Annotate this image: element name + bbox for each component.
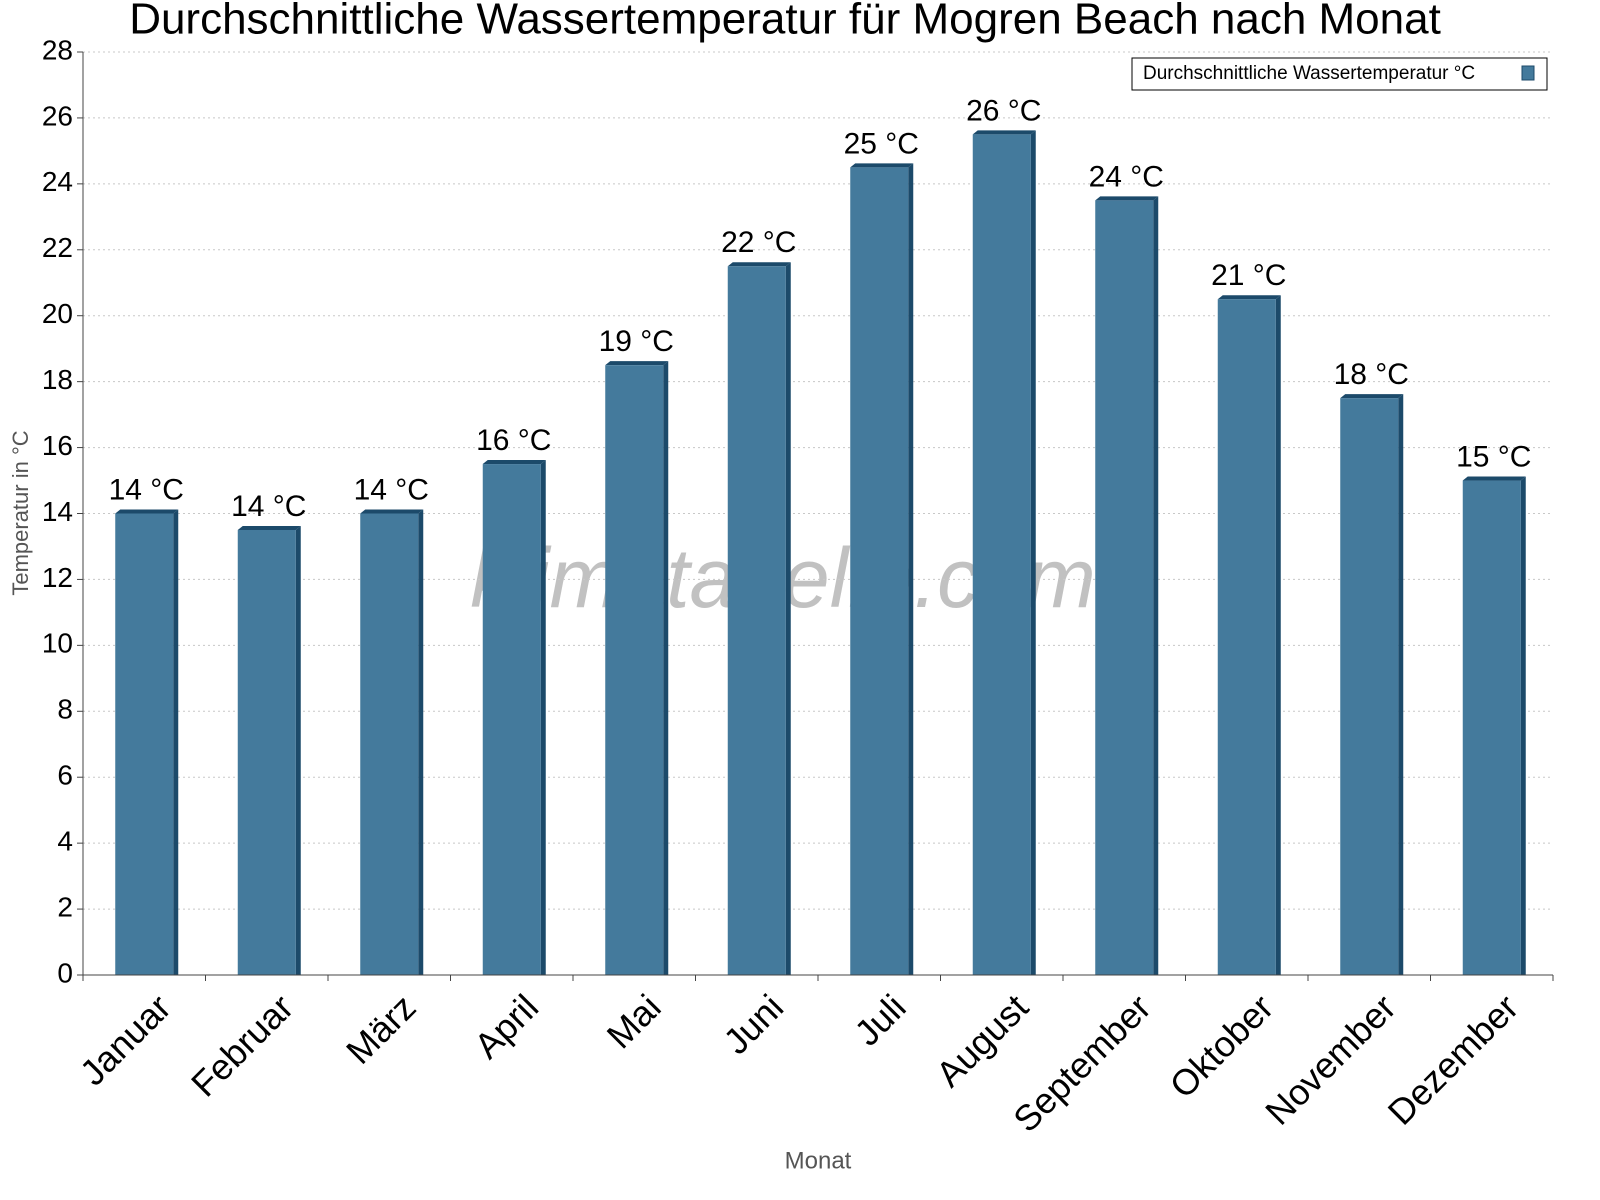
bar-group <box>972 130 1036 976</box>
bar <box>1217 299 1276 975</box>
data-label: 19 °C <box>599 325 674 358</box>
bar-group <box>605 361 669 975</box>
data-label: 15 °C <box>1456 440 1531 473</box>
data-label: 14 °C <box>109 473 184 506</box>
y-tick-label: 22 <box>42 232 73 263</box>
y-tick-label: 0 <box>57 957 73 988</box>
bar-group <box>1217 295 1281 975</box>
bar-side <box>1030 130 1036 976</box>
legend: Durchschnittliche Wassertemperatur °C <box>1131 57 1548 91</box>
data-label: 21 °C <box>1211 259 1286 292</box>
bar <box>1462 480 1521 975</box>
y-tick-label: 26 <box>42 100 73 131</box>
data-label: 26 °C <box>966 94 1041 127</box>
bar-group <box>850 163 914 975</box>
bar-top <box>850 163 914 168</box>
bar-group <box>115 509 179 975</box>
bar <box>605 365 664 975</box>
bar <box>115 513 174 975</box>
data-label: 14 °C <box>231 490 306 523</box>
data-label: 14 °C <box>354 473 429 506</box>
data-label: 25 °C <box>844 127 919 160</box>
data-label: 22 °C <box>721 226 796 259</box>
bar-top <box>1217 295 1281 300</box>
bar-side <box>1520 476 1526 975</box>
bar-top <box>972 130 1036 135</box>
bar <box>1095 200 1154 975</box>
bar-top <box>1095 196 1159 201</box>
bar <box>482 464 541 975</box>
bar-side <box>1153 196 1159 975</box>
y-axis-label: Temperatur in °C <box>8 430 33 595</box>
bar-top <box>1340 394 1404 399</box>
bar-group <box>482 460 546 975</box>
bar <box>237 529 296 975</box>
y-tick-label: 28 <box>42 34 73 65</box>
y-tick-label: 10 <box>42 628 73 659</box>
bar-side <box>295 525 301 975</box>
y-tick-label: 24 <box>42 166 73 197</box>
bar-side <box>418 509 424 975</box>
bar-side <box>785 262 791 976</box>
bar-top <box>237 525 301 530</box>
bar-top <box>605 361 669 366</box>
legend-swatch <box>1521 65 1535 81</box>
bar-side <box>1275 295 1281 975</box>
bar-group <box>1462 476 1526 975</box>
bar-top <box>482 460 546 465</box>
legend-label: Durchschnittliche Wassertemperatur °C <box>1143 63 1475 84</box>
bar-side <box>173 509 179 975</box>
chart-title: Durchschnittliche Wassertemperatur für M… <box>129 0 1441 44</box>
bar-side <box>908 163 914 975</box>
bar-top <box>727 262 791 267</box>
bar-group <box>360 509 424 975</box>
bar-group <box>727 262 791 976</box>
bar <box>1340 398 1399 975</box>
x-axis-label: Monat <box>785 1147 852 1174</box>
bar-group <box>1340 394 1404 975</box>
y-tick-label: 2 <box>57 891 73 922</box>
bar <box>850 167 909 975</box>
bar <box>972 134 1031 976</box>
bar-top <box>1462 476 1526 481</box>
data-label: 16 °C <box>476 424 551 457</box>
data-label: 24 °C <box>1089 160 1164 193</box>
y-tick-label: 20 <box>42 298 73 329</box>
y-tick-label: 14 <box>42 496 73 527</box>
bar-top <box>115 509 179 514</box>
bar-side <box>540 460 546 975</box>
data-label: 18 °C <box>1334 358 1409 391</box>
bar-group <box>1095 196 1159 975</box>
y-tick-label: 6 <box>57 760 73 791</box>
bar-side <box>663 361 669 975</box>
legend-box <box>1131 57 1548 91</box>
bar-group <box>237 525 301 975</box>
y-tick-label: 12 <box>42 562 73 593</box>
y-tick-label: 8 <box>57 694 73 725</box>
y-tick-label: 18 <box>42 364 73 395</box>
y-tick-label: 4 <box>57 826 73 857</box>
y-tick-label: 16 <box>42 430 73 461</box>
bar-side <box>1398 394 1404 975</box>
bar <box>360 513 419 975</box>
bar-top <box>360 509 424 514</box>
bar <box>727 266 786 976</box>
